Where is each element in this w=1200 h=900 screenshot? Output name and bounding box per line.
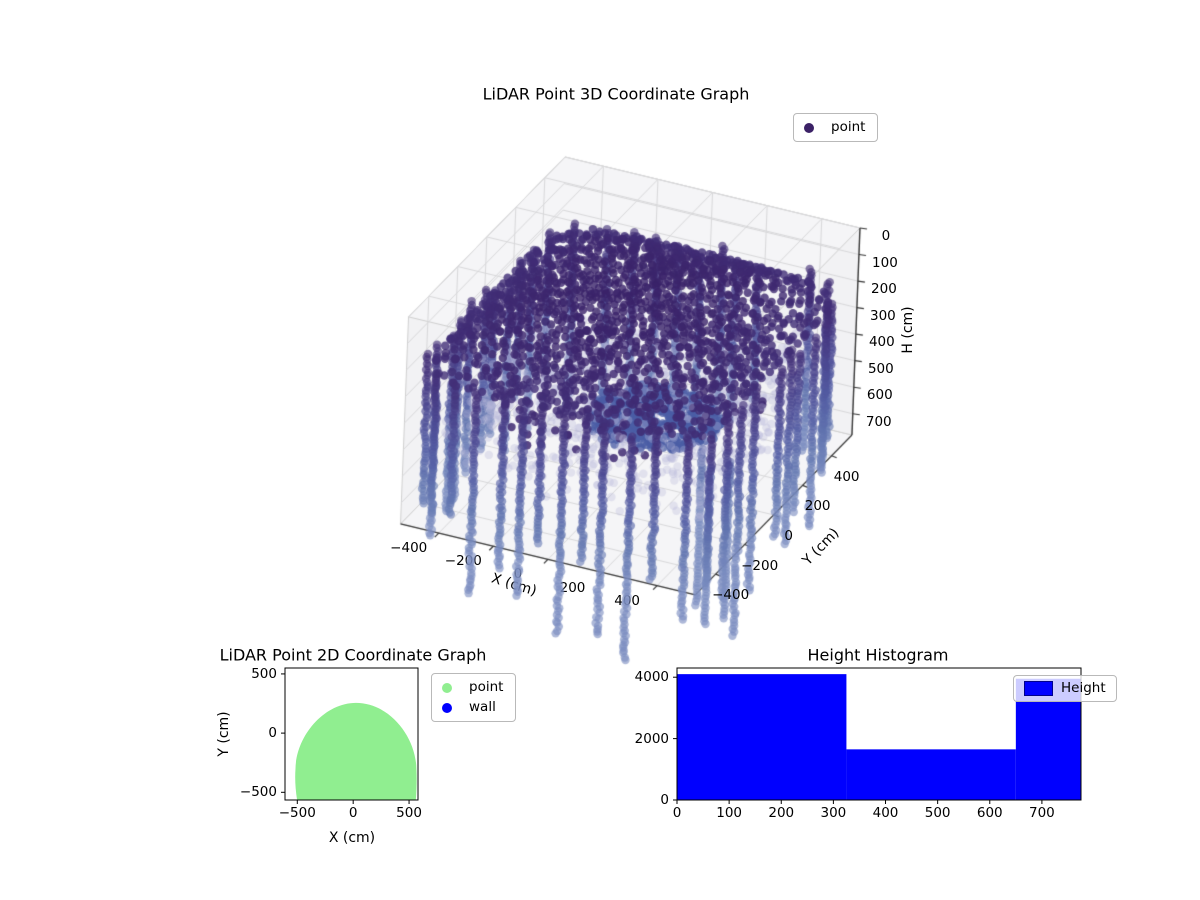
legend-label: point [831,119,866,135]
plot2d-y-tick-label: 500 [251,665,277,682]
plot2d-legend: point wall [431,673,517,722]
plot3d-title: LiDAR Point 3D Coordinate Graph [482,84,750,104]
histogram-x-tick-label: 300 [820,805,847,821]
point-marker-icon [804,122,814,133]
histogram-bar [846,749,1016,800]
plot2d-x-tick-label: 0 [348,805,358,821]
plot3d-h-tick-label: 0 [881,227,891,244]
plot2d-x-tick-label: 500 [396,805,422,821]
plot3d-h-tick-label: 600 [866,387,893,404]
plot2d-title: LiDAR Point 2D Coordinate Graph [219,645,487,665]
plot3d-h-tick-label: 500 [867,360,894,377]
histogram-y-tick-label: 4000 [634,669,669,686]
plot3d-h-tick-label: 200 [871,281,897,298]
histogram-x-tick-label: 0 [672,805,682,821]
histogram-x-tick-label: 700 [1029,805,1055,821]
histogram-x-tick-label: 200 [768,805,795,821]
plot3d-legend: point [793,113,879,142]
plot2d-y-axis-label: Y (cm) [216,711,232,757]
legend-item-point: point [804,119,865,136]
plot3d-y-tick-label: 400 [833,468,860,485]
point-marker-icon [442,682,452,693]
histogram-legend: Height [1013,675,1117,702]
plot3d-h-axis-label: H (cm) [900,306,917,354]
histogram-x-tick-label: 600 [976,805,1003,821]
histogram-x-tick-label: 500 [924,805,951,821]
plot2d-x-tick-label: −500 [278,805,316,821]
plot3d-h-tick-label: 400 [868,334,895,351]
plot2d-x-axis-label: X (cm) [328,830,376,846]
wall-marker-icon [442,702,452,713]
plot3d-y-tick-label: −200 [741,557,779,574]
plot2d-point-region [295,702,417,800]
histogram-bar [677,674,847,800]
histogram-x-tick-label: 400 [872,805,899,821]
height-bar-swatch-icon [1024,681,1053,696]
histogram-spines [676,667,1082,801]
legend-label: wall [469,699,496,715]
plot3d-h-tick-label: 100 [872,254,898,271]
plot2d-spines [284,667,419,801]
histogram-title: Height Histogram [807,645,949,665]
plot3d-y-tick-label: 200 [804,498,831,515]
histogram-x-tick-label: 100 [716,805,743,821]
plot3d-y-tick-label: −400 [712,587,750,604]
histogram-y-tick-label: 0 [660,792,669,808]
plot2d-y-tick-label: −500 [239,784,277,801]
plot2d-y-tick-label: 0 [268,725,277,742]
legend-item-wall: wall [442,699,503,716]
legend-item-point: point [442,679,503,696]
plot3d-y-tick-label: 0 [784,527,793,544]
plot3d-h-tick-label: 300 [869,307,896,324]
plot3d-h-tick-label: 700 [865,413,892,430]
legend-label: point [469,679,504,695]
legend-label: Height [1061,680,1106,696]
legend-item-height: Height [1024,680,1106,697]
histogram-y-tick-label: 2000 [634,730,669,747]
